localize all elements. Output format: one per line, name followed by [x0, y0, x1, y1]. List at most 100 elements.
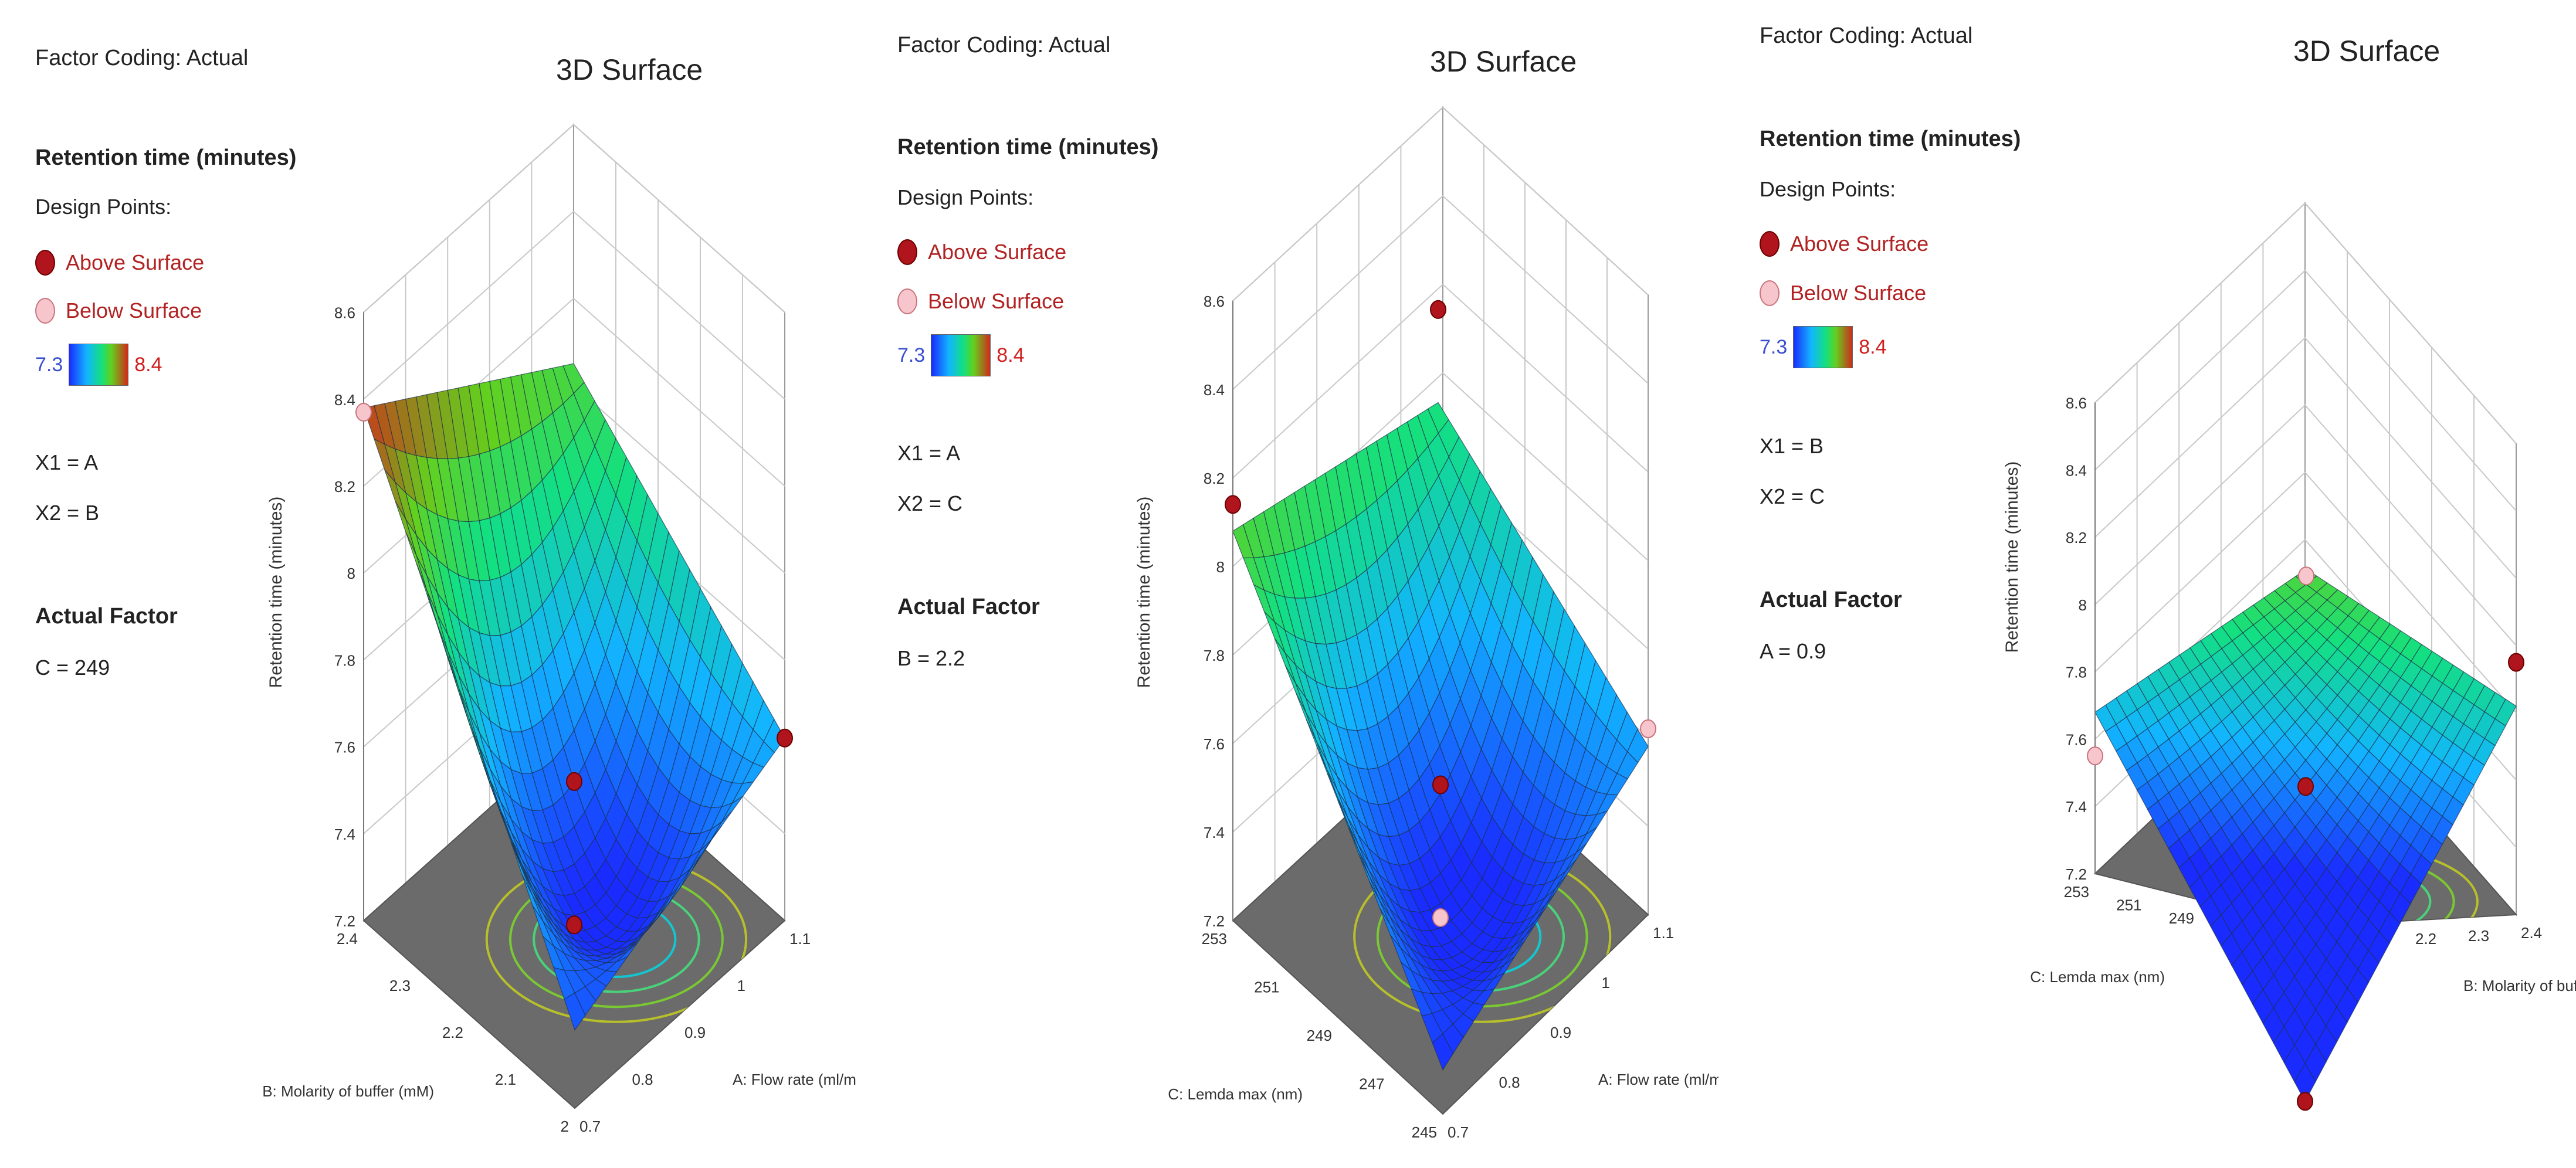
design-point [777, 728, 793, 748]
color-ramp-bar [1793, 326, 1853, 368]
z-gridline [2094, 404, 2517, 646]
z-axis-label: Retention time (minutes) [266, 497, 286, 688]
design-points-label: Design Points: [897, 185, 1034, 209]
z-tick-label: 7.4 [334, 826, 355, 843]
color-ramp: 7.3 8.4 [897, 334, 1025, 376]
chart-title: 3D Surface [1430, 45, 1577, 78]
left-axis-tick: 251 [2116, 897, 2141, 914]
right-axis-label: B: Molarity of buffer (mM) [2463, 977, 2576, 994]
below-marker-icon [1760, 280, 1780, 306]
design-point [1430, 300, 1446, 319]
z-tick-label: 8.4 [2066, 461, 2087, 479]
right-axis-tick: 0.9 [684, 1024, 706, 1041]
color-min: 7.3 [35, 353, 63, 376]
surface-panel-2: Factor Coding: Actual Retention time (mi… [862, 0, 1719, 1168]
legend-above: Above Surface [1760, 226, 1928, 262]
z-gridline [2094, 337, 2517, 579]
legend-below-label: Below Surface [928, 289, 1065, 313]
z-tick-label: 8.2 [1204, 470, 1225, 487]
factor-coding: Factor Coding: Actual [897, 33, 1111, 57]
design-point [355, 403, 372, 422]
z-tick-label: 8 [2079, 596, 2087, 614]
left-axis-tick: 249 [2169, 909, 2194, 927]
response-name: Retention time (minutes) [35, 145, 297, 170]
design-point [1225, 495, 1241, 514]
color-max: 8.4 [1859, 335, 1887, 358]
actual-factor-value: B = 2.2 [897, 646, 965, 670]
design-point [2297, 1092, 2313, 1111]
right-axis-tick: 0.8 [632, 1071, 653, 1088]
x2-assignment: X2 = B [35, 501, 100, 525]
chart-title: 3D Surface [2293, 35, 2441, 67]
left-axis-tick: 2 [561, 1118, 569, 1135]
right-axis-tick: 1 [1602, 974, 1610, 992]
z-gridline [363, 124, 785, 313]
z-tick-label: 7.2 [2066, 865, 2087, 883]
legend-below: Below Surface [897, 284, 1064, 319]
left-axis-tick: 251 [1254, 979, 1279, 996]
surface-cell [1432, 1033, 1454, 1071]
color-ramp: 7.3 8.4 [35, 344, 162, 386]
z-axis-label: Retention time (minutes) [2002, 461, 2022, 653]
design-points-label: Design Points: [1760, 177, 1896, 201]
design-point [1432, 908, 1449, 927]
right-axis-label: A: Flow rate (ml/min) [733, 1071, 856, 1088]
z-gridline [1232, 283, 1649, 478]
z-tick-label: 8 [1216, 558, 1225, 576]
below-marker-icon [897, 288, 917, 314]
legend-above: Above Surface [897, 235, 1066, 270]
z-tick-label: 8.4 [334, 391, 355, 409]
legend-above-label: Above Surface [66, 250, 205, 274]
z-tick-label: 7.6 [2066, 731, 2087, 748]
z-tick-label: 7.8 [2066, 664, 2087, 681]
above-marker-icon [1760, 231, 1780, 257]
z-gridline [363, 210, 785, 400]
legend-above-label: Above Surface [1790, 232, 1929, 256]
chart-title: 3D Surface [556, 53, 703, 86]
color-min: 7.3 [897, 344, 926, 366]
z-tick-label: 8.6 [334, 304, 355, 322]
z-tick-label: 7.6 [334, 739, 355, 756]
design-point [1432, 775, 1449, 794]
color-ramp-bar [69, 344, 129, 386]
color-ramp-bar [931, 334, 991, 376]
legend-below-label: Below Surface [66, 298, 202, 322]
right-axis-tick: 0.7 [1448, 1123, 1469, 1141]
design-point [2508, 653, 2524, 672]
above-marker-icon [35, 250, 55, 276]
z-tick-label: 7.2 [334, 912, 355, 930]
legend-below: Below Surface [35, 293, 202, 328]
right-axis-tick: 0.7 [579, 1118, 601, 1135]
above-marker-icon [897, 239, 917, 265]
right-axis-tick: 2.4 [2521, 924, 2542, 942]
z-tick-label: 7.8 [1204, 647, 1225, 664]
z-tick-label: 7.4 [1204, 824, 1225, 841]
z-tick-label: 8.2 [2066, 529, 2087, 546]
z-tick-label: 8.6 [1204, 293, 1225, 310]
right-axis-tick: 1.1 [1653, 924, 1674, 942]
x1-assignment: X1 = A [35, 450, 99, 474]
left-axis-label: C: Lemda max (nm) [2030, 968, 2165, 986]
z-gridline [2094, 202, 2517, 444]
z-tick-label: 7.4 [2066, 798, 2087, 816]
right-axis-tick: 0.8 [1499, 1074, 1520, 1091]
surface-mesh [1232, 402, 1649, 1071]
left-axis-tick: 253 [2064, 883, 2089, 901]
left-axis-tick: 2.3 [389, 977, 411, 994]
left-axis-tick: 245 [1412, 1123, 1437, 1141]
surface-cell [2294, 1062, 2316, 1102]
design-point [2298, 566, 2314, 586]
design-points-label: Design Points: [35, 195, 172, 219]
actual-factor-label: Actual Factor [1760, 588, 1902, 612]
color-max: 8.4 [134, 353, 162, 376]
below-marker-icon [35, 298, 55, 324]
design-point [2087, 746, 2103, 766]
surface-mesh [363, 363, 785, 1031]
color-max: 8.4 [996, 344, 1025, 366]
color-ramp: 7.3 8.4 [1760, 326, 1887, 368]
surface-plot: 7.2 7.4 7.6 7.8 8 8.2 8.4 8.6 Retention time (mi… [2002, 201, 2576, 1111]
factor-coding: Factor Coding: Actual [1760, 23, 1973, 48]
right-axis-tick: 2.2 [2415, 930, 2436, 948]
design-point [2297, 777, 2314, 796]
surface-plot: 7.2 7.4 7.6 7.8 8 8.2 8.4 8.6 Retention time (mi… [262, 123, 856, 1135]
